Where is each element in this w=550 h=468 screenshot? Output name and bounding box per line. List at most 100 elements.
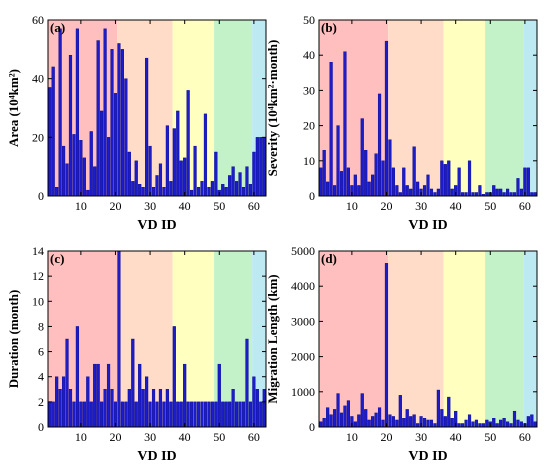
region-band: [252, 20, 266, 196]
bar: [145, 376, 149, 428]
y-tick-label: 20: [32, 130, 44, 144]
bar: [353, 174, 357, 197]
x-tick-label: 60: [519, 430, 531, 444]
y-axis-label: Severity (10⁴km²·month): [265, 40, 280, 177]
bar: [388, 414, 392, 428]
bar: [422, 418, 427, 428]
bar: [506, 188, 510, 197]
bar: [329, 414, 333, 428]
bar: [255, 137, 259, 197]
bar: [519, 421, 524, 428]
bar: [65, 163, 69, 197]
bar: [131, 338, 135, 428]
bar: [248, 401, 253, 428]
bar: [224, 401, 228, 428]
chart-panel-a: 10 20 30 40 50 60 0 20 40 60 (a) VD ID Area (10⁴km²): [6, 13, 267, 233]
chart-panel-c: 10 20 30 40 50 60 0 2 4 6 8 10 12 14 (c) VD ID Duration …: [6, 244, 267, 464]
region-band: [319, 251, 389, 427]
panel-label: (c): [50, 251, 64, 266]
bar: [443, 164, 447, 197]
bar: [117, 250, 121, 428]
y-tick-label: 2000: [291, 350, 315, 364]
bar: [252, 376, 256, 428]
bar: [377, 407, 382, 428]
x-tick-label: 20: [109, 199, 121, 213]
y-tick-label: 12: [32, 269, 44, 283]
bar: [214, 401, 218, 428]
bar: [131, 181, 135, 197]
panel-label: (a): [50, 20, 65, 35]
bar: [120, 49, 124, 197]
bar: [65, 338, 69, 428]
region-band: [48, 251, 118, 427]
bar: [336, 125, 340, 197]
bar: [193, 401, 197, 428]
region-band: [252, 251, 266, 427]
bar: [183, 157, 187, 197]
y-tick-label: 60: [32, 13, 44, 27]
y-tick-label: 0: [38, 189, 44, 203]
bar: [402, 167, 406, 197]
y-tick-label: 0: [38, 420, 44, 434]
bar: [172, 128, 176, 197]
bar: [224, 186, 228, 197]
region-band: [48, 20, 118, 196]
region-band: [319, 20, 389, 196]
y-tick-label: 1000: [291, 385, 315, 399]
x-tick-label: 40: [179, 199, 191, 213]
bar: [186, 401, 190, 428]
bar: [533, 192, 537, 197]
bar: [259, 401, 263, 428]
bar: [426, 419, 430, 428]
x-tick-label: 50: [213, 430, 225, 444]
bar: [235, 181, 239, 197]
bar: [259, 137, 263, 197]
y-tick-label: 5000: [291, 244, 315, 258]
bar: [353, 421, 357, 428]
bar: [530, 192, 534, 197]
bar: [96, 363, 100, 428]
bar: [492, 185, 496, 197]
bar: [61, 376, 66, 428]
bar: [75, 326, 79, 428]
bar: [58, 389, 62, 428]
bar: [214, 151, 218, 197]
x-tick-label: 10: [75, 199, 87, 213]
bar: [221, 401, 225, 428]
bar: [478, 423, 482, 428]
bar: [478, 185, 482, 197]
bar: [248, 184, 253, 197]
bar: [485, 192, 489, 197]
bar: [61, 145, 66, 197]
bar: [471, 421, 475, 428]
bar: [346, 400, 350, 428]
bar: [165, 389, 169, 428]
bar: [467, 414, 472, 428]
bar: [245, 166, 249, 197]
bar: [203, 113, 208, 197]
x-tick-label: 20: [380, 199, 392, 213]
bar: [186, 90, 190, 197]
bar: [499, 419, 503, 428]
bar: [117, 43, 121, 197]
bar: [461, 423, 465, 428]
bar: [409, 188, 413, 197]
bar: [200, 181, 204, 197]
y-tick-label: 0: [309, 189, 315, 203]
bar: [68, 55, 73, 197]
region-band: [172, 251, 215, 427]
bar: [499, 188, 503, 197]
bar: [148, 145, 152, 197]
bar: [141, 186, 145, 197]
x-tick-label: 30: [415, 430, 427, 444]
bar: [519, 188, 524, 197]
bar: [245, 338, 249, 428]
bar: [402, 418, 406, 428]
bar: [374, 153, 378, 197]
bar: [145, 57, 149, 197]
bar: [447, 160, 451, 197]
chart-panel-b: 10 20 30 40 50 60 0 10 20 30 40 50 (b) VD ID Severity …: [265, 13, 538, 233]
y-axis-label: Area (10⁴km²): [6, 69, 21, 147]
bar: [384, 263, 389, 428]
y-axis-label: Migration Length (km): [265, 274, 280, 403]
